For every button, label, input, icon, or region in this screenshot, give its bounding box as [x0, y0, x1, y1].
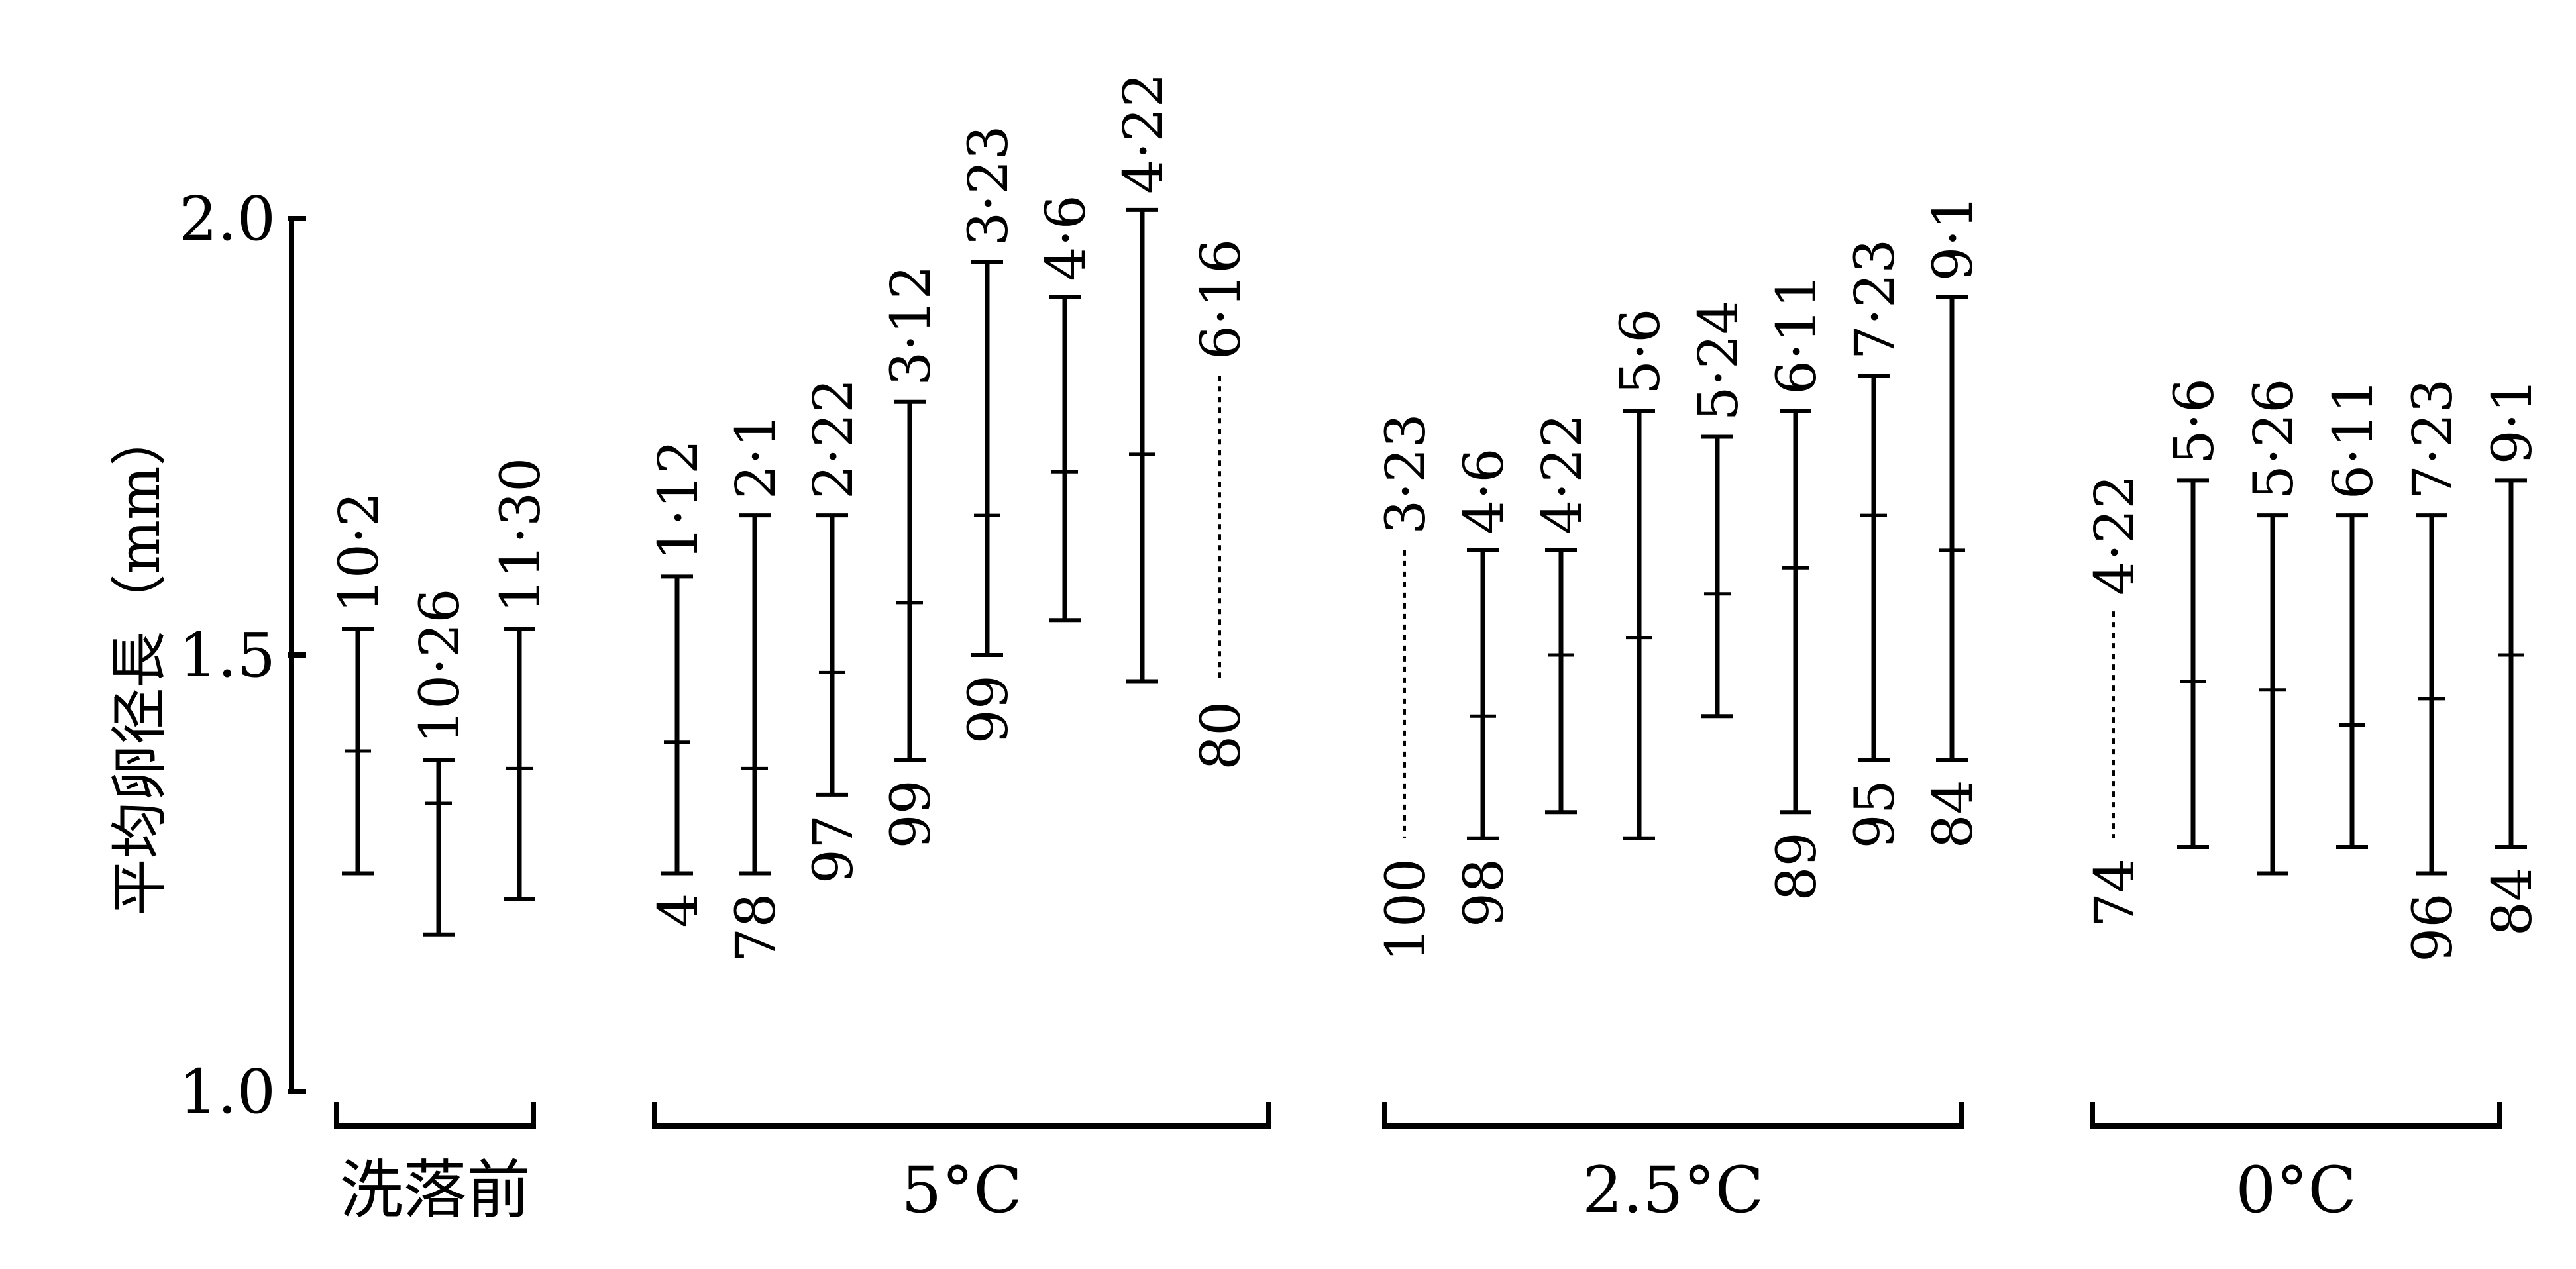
range-bar: 9·1 84	[1922, 195, 1985, 848]
group-label: 洗落前	[340, 1153, 531, 1227]
range-group: 2.5°C 3·23 100 4·6 98 4·225·6 5·24 6·11 89 7·23 95…	[1375, 195, 1985, 1227]
count-label: 78	[725, 893, 788, 962]
range-bar: 5·24	[1688, 300, 1750, 719]
date-label: 7·23	[1844, 239, 1907, 360]
group-bracket	[334, 1102, 536, 1129]
range-bar: 11·30	[490, 458, 553, 902]
date-label: 3·23	[1375, 413, 1438, 534]
date-label: 5·6	[2163, 378, 2226, 464]
date-label: 3·12	[880, 265, 943, 386]
count-label: 96	[2402, 893, 2465, 962]
count-label: 100	[1375, 858, 1438, 962]
date-label: 5·26	[2243, 379, 2306, 500]
count-label: 4	[647, 893, 710, 928]
date-label: 4·6	[1453, 448, 1516, 534]
count-label: 98	[1453, 858, 1516, 927]
range-bar: 6·11 89	[1766, 274, 1829, 901]
date-label: 10·26	[409, 588, 472, 744]
y-ticks: 1.0 1.5 2.0	[179, 183, 306, 1127]
range-bar: 10·26	[409, 588, 472, 937]
range-bar: 4·22 74	[2084, 475, 2147, 928]
date-label: 3·23	[957, 125, 1020, 246]
date-label: 4·22	[1112, 73, 1175, 194]
group-bracket	[1382, 1102, 1964, 1129]
count-label: 89	[1766, 832, 1829, 901]
date-label: 11·30	[490, 458, 553, 613]
date-label: 5·6	[1609, 309, 1672, 395]
group-label: 0°C	[2235, 1153, 2357, 1227]
range-bar: 6·16 80	[1190, 239, 1253, 770]
date-label: 10·2	[328, 492, 391, 613]
range-bar: 10·2	[328, 492, 391, 876]
date-label: 4·6	[1035, 195, 1098, 281]
range-bar: 9·1 84	[2481, 378, 2544, 936]
range-bar: 4·22	[1112, 73, 1175, 684]
y-tick-label: 1.0	[179, 1056, 276, 1127]
range-groups: 洗落前10·210·2611·305°C1·1242·1782·22973·12…	[328, 73, 2544, 1227]
y-tick-label: 1.5	[179, 620, 276, 691]
range-bar: 4·6	[1035, 195, 1098, 623]
group-bracket	[2090, 1102, 2502, 1129]
count-label: 99	[880, 780, 943, 848]
date-label: 4·22	[2084, 475, 2147, 596]
date-label: 9·1	[2481, 378, 2544, 464]
range-group: 洗落前 10·2 10·26 11·30	[328, 458, 553, 1227]
count-label: 74	[2084, 858, 2147, 927]
date-label: 6·11	[2322, 379, 2385, 500]
range-bar: 3·23 99	[957, 125, 1020, 744]
count-label: 84	[2481, 867, 2544, 936]
group-label: 5°C	[901, 1153, 1022, 1227]
date-label: 7·23	[2402, 379, 2465, 500]
range-bar: 3·12 99	[880, 265, 943, 848]
range-group: 5°C 1·12 4 2·1 78 2·22 97 3·12 99 3·23 99 4·64·226·…	[647, 73, 1271, 1227]
count-label: 97	[802, 815, 865, 884]
count-label: 84	[1922, 780, 1985, 848]
range-bar: 1·12 4	[647, 440, 710, 928]
range-bar: 4·22	[1531, 413, 1594, 815]
group-bracket	[652, 1102, 1271, 1129]
date-label: 6·11	[1766, 274, 1829, 395]
group-label: 2.5°C	[1582, 1153, 1764, 1227]
y-axis-label: 平均卵径長（mm）	[107, 409, 173, 915]
y-tick-label: 2.0	[179, 183, 276, 254]
count-label: 80	[1190, 701, 1253, 770]
count-label: 99	[957, 675, 1020, 744]
date-label: 4·22	[1531, 413, 1594, 534]
range-bar: 2·22 97	[802, 379, 865, 884]
range-bar: 7·23 95	[1844, 239, 1907, 849]
date-label: 2·1	[725, 413, 788, 499]
date-label: 5·24	[1688, 300, 1750, 421]
range-bar: 5·6	[2163, 378, 2226, 849]
count-label: 95	[1844, 780, 1907, 848]
range-bar: 4·6 98	[1453, 448, 1516, 927]
range-bar: 5·26	[2243, 379, 2306, 876]
range-group: 0°C 4·22 74 5·6 5·26 6·11 7·23 96 9·1 84	[2084, 378, 2544, 1227]
range-bar: 2·1 78	[725, 413, 788, 962]
range-bar: 5·6	[1609, 309, 1672, 840]
date-label: 2·22	[802, 379, 865, 500]
date-label: 6·16	[1190, 239, 1253, 360]
range-bar: 7·23 96	[2402, 379, 2465, 962]
date-label: 9·1	[1922, 195, 1985, 281]
range-bar: 3·23 100	[1375, 413, 1438, 962]
date-label: 1·12	[647, 440, 710, 561]
range-bar: 6·11	[2322, 379, 2385, 849]
